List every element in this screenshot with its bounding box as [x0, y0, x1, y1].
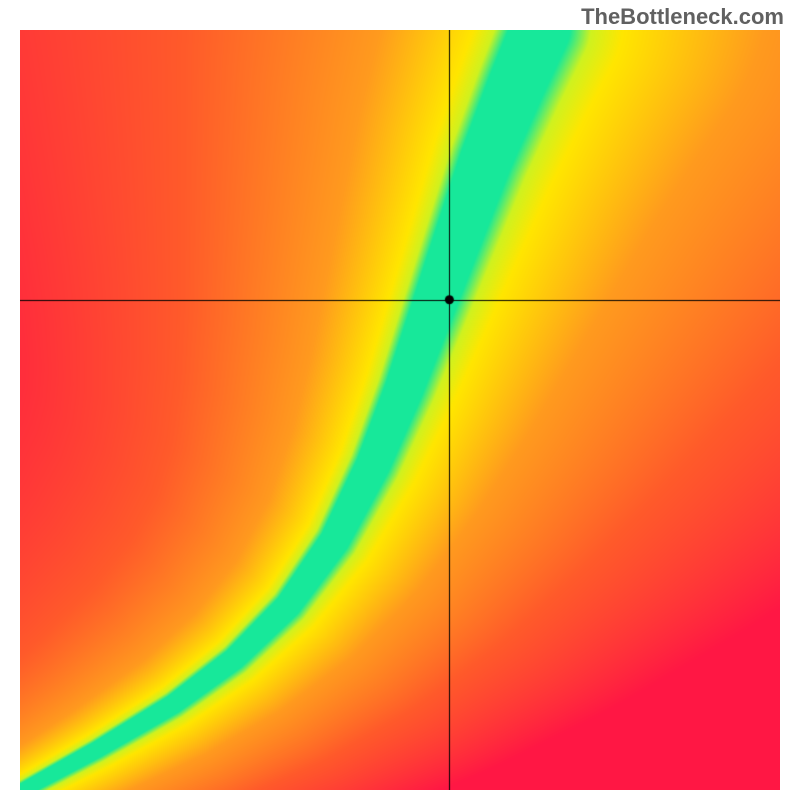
bottleneck-heatmap — [20, 30, 780, 790]
watermark-text: TheBottleneck.com — [581, 4, 784, 30]
